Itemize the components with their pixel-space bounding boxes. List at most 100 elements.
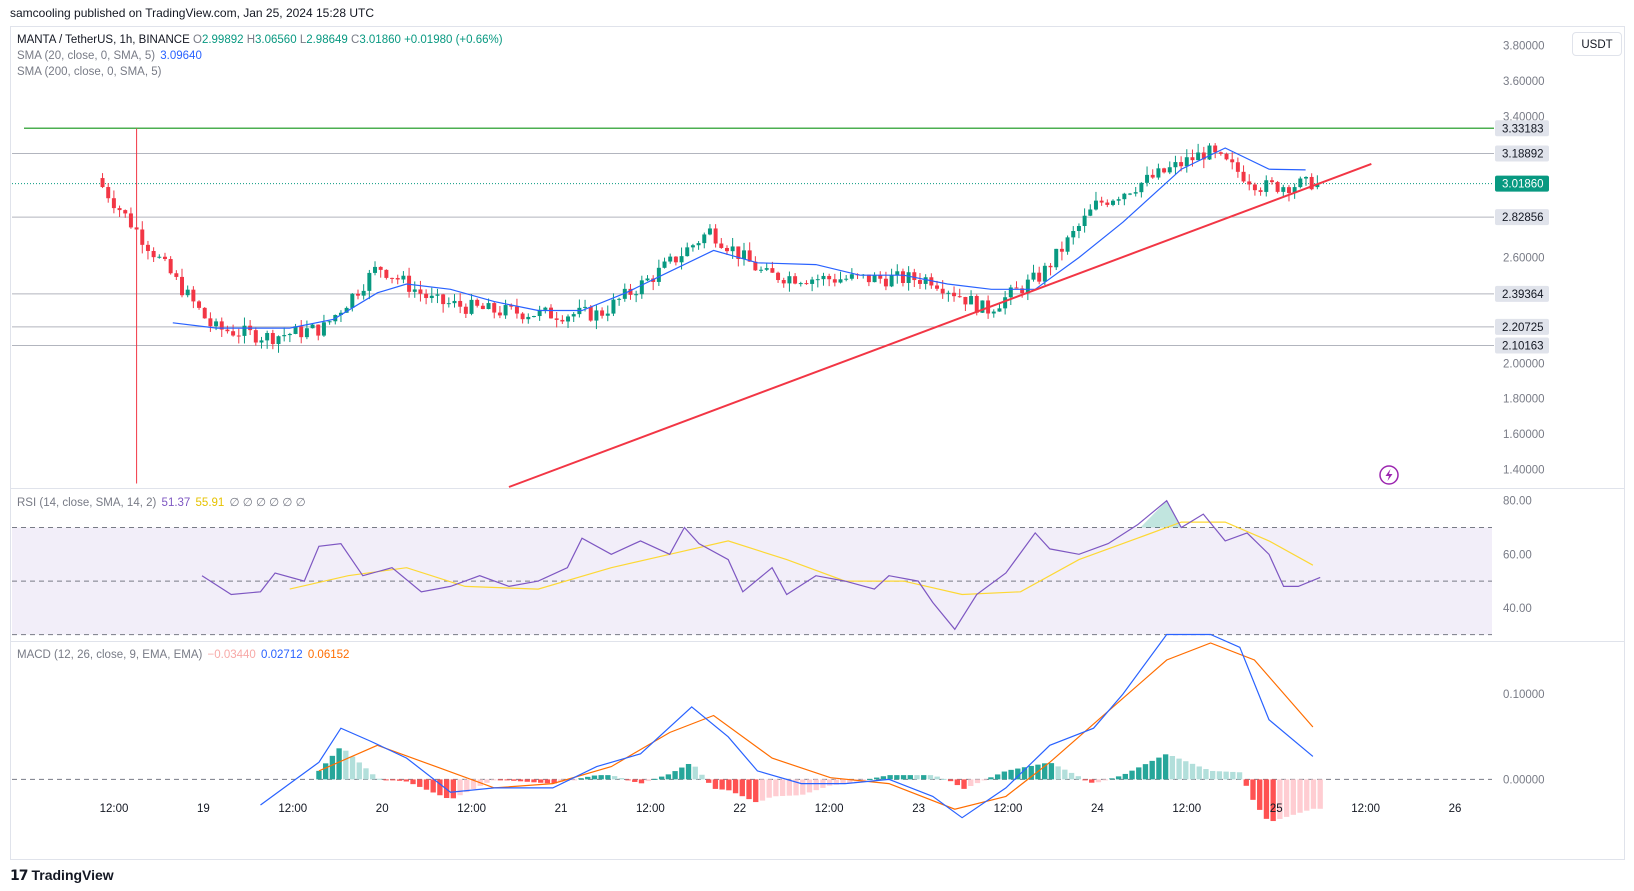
sma20-label: SMA (20, close, 0, SMA, 5) <box>17 50 156 62</box>
tradingview-brand[interactable]: 17 TradingView <box>10 867 114 884</box>
candle-body <box>475 299 480 306</box>
candle-body <box>304 328 309 338</box>
candle-body <box>634 294 639 296</box>
macd-tick-label: 0.00000 <box>1503 774 1545 786</box>
macd-histogram-bar <box>994 774 1001 780</box>
macd-histogram-bar <box>793 779 799 796</box>
currency-button[interactable]: USDT <box>1572 32 1622 56</box>
candle-body <box>180 276 184 296</box>
macd-histogram-bar <box>632 779 638 782</box>
macd-histogram-bar <box>383 779 389 781</box>
macd-histogram-bar <box>1062 769 1068 780</box>
macd-histogram-bar <box>376 778 383 780</box>
candle-body <box>418 289 423 294</box>
candle-body <box>344 307 349 313</box>
macd-histogram-bar <box>1236 772 1243 780</box>
candle-body <box>963 296 968 305</box>
macd-histogram-bar <box>511 779 517 781</box>
candle-body <box>1031 272 1036 280</box>
candle-body <box>373 266 378 273</box>
candle-body <box>1190 157 1195 161</box>
macd-histogram-bar <box>1310 779 1317 809</box>
macd-histogram-bar <box>1082 779 1088 781</box>
candle-body <box>1122 193 1127 200</box>
macd-histogram-bar <box>517 779 524 782</box>
candle-body <box>566 316 571 322</box>
candle-body <box>265 333 270 341</box>
candle-body <box>531 316 536 318</box>
symbol-label[interactable]: MANTA / TetherUS, 1h, BINANCE <box>17 34 190 46</box>
candle-body <box>1093 200 1098 210</box>
candle-body <box>1099 200 1104 203</box>
candle-body <box>1252 184 1257 191</box>
macd-histogram-bar <box>1102 779 1108 781</box>
candle-body <box>1042 265 1047 282</box>
candle-body <box>1088 209 1093 216</box>
candle-body <box>1213 145 1218 153</box>
candle-body <box>1281 187 1286 192</box>
macd-histogram-bar <box>665 774 672 780</box>
candle-body <box>1128 193 1133 195</box>
sma200-label: SMA (200, close, 0, SMA, 5) <box>17 66 162 78</box>
macd-histogram-bar <box>1156 757 1162 780</box>
current-price-label: 3.01860 <box>1502 179 1544 191</box>
macd-histogram-bar <box>1068 772 1075 780</box>
macd-histogram-bar <box>585 776 591 780</box>
rsi-legend[interactable]: RSI (14, close, SMA, 14, 2) 51.37 55.91 … <box>17 495 306 509</box>
candle-body <box>866 274 871 283</box>
candle-body <box>378 266 383 270</box>
macd-histogram-bar <box>390 779 396 781</box>
candle-body <box>287 333 292 336</box>
macd-histogram-bar <box>504 779 510 781</box>
macd-histogram-bar <box>484 779 490 783</box>
macd-histogram-bar <box>732 779 739 794</box>
rsi-tick-label: 80.00 <box>1503 496 1532 508</box>
macd-histogram-bar <box>874 777 880 780</box>
candle-body <box>231 331 236 336</box>
candle-body <box>549 307 553 319</box>
candle-body <box>900 271 905 283</box>
low-value: 2.98649 <box>306 34 348 46</box>
tradingview-brand-label: TradingView <box>31 867 114 883</box>
candle-body <box>253 330 258 343</box>
sma20-legend[interactable]: SMA (20, close, 0, SMA, 5) 3.09640 <box>17 50 202 62</box>
candle-body <box>168 259 173 274</box>
candle-body <box>424 293 429 299</box>
macd-histogram-bar <box>1109 778 1115 780</box>
macd-histogram-bar <box>1048 763 1055 780</box>
candle-body <box>458 300 463 307</box>
price-level-label: 2.39364 <box>1502 289 1544 301</box>
macd-histogram-bar <box>1008 769 1014 780</box>
macd-histogram-bar <box>1176 758 1182 780</box>
macd-histogram-bar <box>1095 779 1102 783</box>
candle-body <box>151 250 156 258</box>
candle-body <box>157 256 162 258</box>
candle-body <box>219 321 224 330</box>
macd-histogram-bar <box>712 779 719 789</box>
macd-legend[interactable]: MACD (12, 26, close, 9, EMA, EMA) −0.034… <box>17 649 349 661</box>
macd-histogram-bar <box>403 779 409 782</box>
sma20-value: 3.09640 <box>160 50 202 62</box>
rsi-extra: ∅ ∅ ∅ ∅ ∅ ∅ <box>229 497 306 509</box>
macd-histogram-bar <box>833 779 840 785</box>
macd-histogram-bar <box>645 779 651 782</box>
candle-body <box>1173 162 1178 168</box>
tradingview-logo-icon: 17 <box>10 868 29 884</box>
candle-body <box>611 299 616 314</box>
close-label: C <box>351 34 360 46</box>
sma200-legend[interactable]: SMA (200, close, 0, SMA, 5) <box>17 66 161 78</box>
macd-histogram-bar <box>1223 771 1229 780</box>
macd-histogram-bar <box>470 779 477 790</box>
candle-body <box>191 289 196 302</box>
macd-histogram-bar <box>921 775 927 780</box>
price-level-label: 3.18892 <box>1502 149 1544 161</box>
macd-histogram-bar <box>981 779 987 781</box>
candle-body <box>1184 157 1189 167</box>
macd-histogram-bar <box>437 779 443 796</box>
change-value: +0.01980 (+0.66%) <box>404 34 503 46</box>
price-tick-label: 3.60000 <box>1503 76 1545 88</box>
candle-body <box>310 324 315 329</box>
close-value: 3.01860 <box>359 34 401 46</box>
price-level-label: 2.82856 <box>1502 212 1544 224</box>
